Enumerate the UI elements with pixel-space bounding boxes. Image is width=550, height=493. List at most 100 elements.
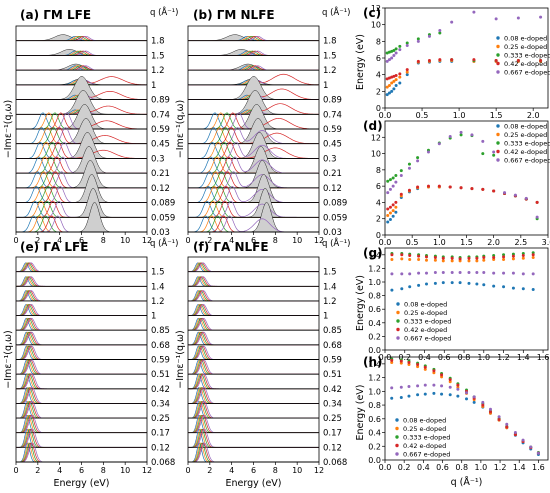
data-point bbox=[492, 189, 496, 193]
data-point bbox=[394, 47, 398, 51]
legend-entry: 0.25 e-doped bbox=[403, 425, 446, 433]
y-tick-label: 0.6 bbox=[368, 305, 381, 314]
q-value-label: 0.21 bbox=[151, 169, 170, 179]
y-axis-label: −Imε⁻¹(q,ω) bbox=[175, 100, 186, 158]
x-tick-label: 1.0 bbox=[475, 463, 488, 472]
panel-h-dispersion: 0.0 0.2 0.4 0.6 0.8 1.0 1.2 1.4 1.6 0.0 0.2 0.4 0.6 0… bbox=[355, 355, 549, 488]
spectrum-line bbox=[188, 262, 319, 272]
q-value-label: 0.059 bbox=[151, 213, 175, 223]
data-point bbox=[423, 367, 427, 371]
data-point bbox=[416, 37, 420, 41]
data-point bbox=[400, 272, 404, 276]
q-value-label: 0.34 bbox=[323, 399, 342, 409]
legend-entry: 0.42 e-doped bbox=[403, 442, 446, 450]
data-point bbox=[399, 361, 403, 365]
data-point bbox=[408, 253, 412, 257]
q-value-label: 1 bbox=[323, 312, 328, 322]
data-point bbox=[391, 176, 395, 180]
q-value-label: 1.8 bbox=[323, 37, 337, 47]
data-point bbox=[503, 191, 507, 195]
q-value-label: 1.4 bbox=[323, 282, 337, 292]
spectrum-line bbox=[16, 331, 147, 346]
x-tick-label: 0.6 bbox=[436, 463, 449, 472]
spectrum-row: 0.51 bbox=[188, 359, 342, 380]
legend-marker bbox=[496, 158, 500, 162]
data-point bbox=[536, 451, 540, 455]
data-point bbox=[398, 75, 402, 79]
spectrum-line bbox=[188, 387, 319, 404]
legend-entry: 0.25 e-doped bbox=[504, 131, 547, 139]
x-tick-label: 4 bbox=[57, 236, 62, 245]
data-point bbox=[390, 386, 394, 390]
x-tick-label: 0 bbox=[185, 466, 190, 475]
spectrum-row: 0.59 bbox=[16, 345, 170, 366]
data-point bbox=[531, 272, 535, 276]
legend-entry: 0.667 e-doped bbox=[403, 451, 450, 459]
data-point bbox=[398, 44, 402, 48]
q-value-label: 0.34 bbox=[151, 399, 170, 409]
data-point bbox=[426, 150, 430, 154]
y-axis-label: −Imε⁻¹(q,ω) bbox=[175, 330, 186, 388]
data-point bbox=[399, 169, 403, 173]
data-point bbox=[467, 281, 471, 285]
data-point bbox=[440, 392, 444, 396]
x-tick-label: 0 bbox=[13, 466, 18, 475]
y-tick-label: 0.8 bbox=[368, 401, 381, 410]
data-point bbox=[400, 253, 404, 257]
q-value-label: 0.59 bbox=[323, 356, 342, 366]
spectrum-row: 0.34 bbox=[188, 387, 342, 409]
data-point bbox=[408, 258, 412, 262]
x-tick-label: 8 bbox=[273, 466, 278, 475]
x-tick-label: 6 bbox=[251, 236, 256, 245]
data-point bbox=[399, 359, 403, 363]
legend-entry: 0.08 e-doped bbox=[404, 301, 447, 309]
y-tick-label: 4 bbox=[376, 198, 381, 207]
data-point bbox=[390, 253, 394, 257]
data-point bbox=[432, 369, 436, 373]
spectrum-line bbox=[16, 387, 147, 404]
data-point bbox=[448, 134, 452, 138]
q-value-label: 0.12 bbox=[323, 443, 342, 453]
q-value-label: 0.25 bbox=[323, 414, 342, 424]
spectrum-row: 1 bbox=[16, 304, 156, 322]
y-tick-label: 0.4 bbox=[368, 319, 381, 328]
panel-g-dispersion: 0.0 0.2 0.4 0.6 0.8 1.0 1.2 1.4 1.60.00.20.40.60… bbox=[355, 246, 549, 362]
q-value-label: 1 bbox=[151, 81, 156, 91]
data-point bbox=[390, 258, 394, 262]
data-point bbox=[472, 395, 476, 399]
data-point bbox=[394, 84, 398, 87]
data-point bbox=[531, 287, 535, 291]
y-tick-label: 1.4 bbox=[368, 360, 381, 369]
spectrum-row: 1.5 bbox=[187, 49, 337, 61]
panel-title: (d) bbox=[363, 119, 383, 133]
data-point bbox=[387, 58, 391, 62]
data-point bbox=[448, 393, 452, 397]
data-point bbox=[394, 51, 398, 55]
data-point bbox=[390, 288, 394, 292]
panel-title: (h) bbox=[363, 355, 383, 369]
data-point bbox=[450, 259, 454, 263]
data-point bbox=[400, 287, 404, 291]
data-point bbox=[539, 59, 543, 62]
q-value-label: 0.12 bbox=[323, 184, 342, 194]
data-point bbox=[405, 44, 409, 47]
x-tick-label: 1.2 bbox=[494, 463, 507, 472]
spectrum-row: 0.12 bbox=[16, 428, 170, 453]
y-tick-label: 0.4 bbox=[368, 429, 381, 438]
y-tick-label: 1.0 bbox=[368, 387, 381, 396]
data-point bbox=[394, 205, 398, 209]
y-tick-label: 0.2 bbox=[368, 332, 381, 341]
x-tick-label: 10 bbox=[292, 466, 302, 475]
panel-title: (f) ΓA NLFE bbox=[193, 240, 269, 254]
data-point bbox=[427, 34, 431, 38]
spectrum-row: 1.5 bbox=[188, 262, 337, 278]
spectrum-line bbox=[188, 401, 319, 419]
legend-entry: 0.25 e-doped bbox=[404, 309, 447, 317]
data-point bbox=[458, 270, 462, 274]
data-point bbox=[450, 256, 454, 260]
spectrum-line bbox=[16, 387, 147, 404]
q-value-label: 1.8 bbox=[151, 37, 165, 47]
spectrum-line bbox=[188, 304, 319, 316]
spectrum-line bbox=[188, 373, 319, 390]
x-tick-label: 12 bbox=[314, 466, 324, 475]
